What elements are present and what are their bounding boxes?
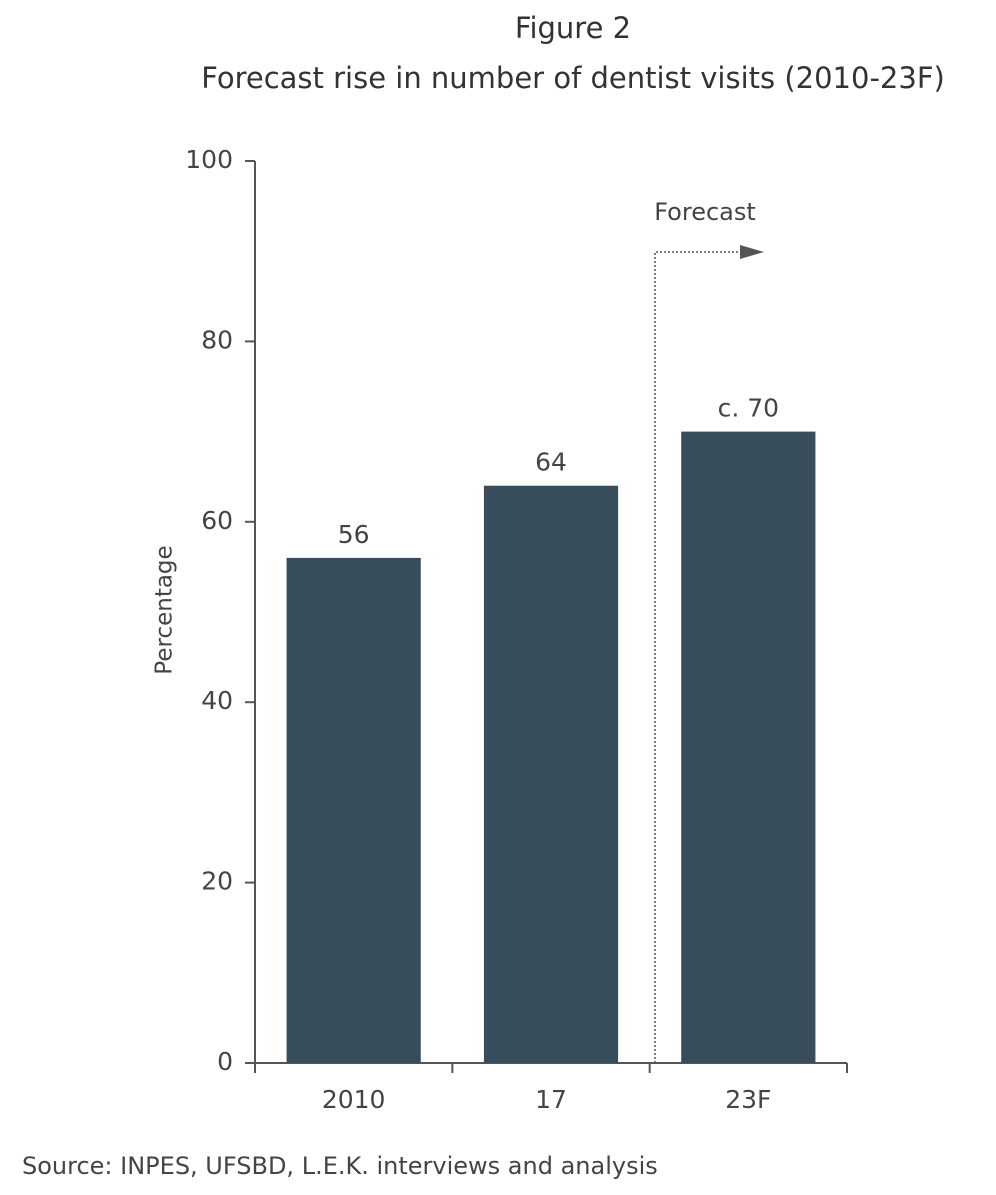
- y-tick-label: 100: [185, 145, 233, 174]
- bar: [483, 485, 619, 1064]
- value-label: 56: [338, 520, 370, 549]
- bar: [286, 557, 421, 1063]
- y-tick-label: 40: [201, 686, 233, 715]
- x-tick-label: 23F: [725, 1085, 771, 1114]
- y-tick-label: 80: [201, 325, 233, 354]
- value-label: c. 70: [718, 394, 779, 423]
- source-note: Source: INPES, UFSBD, L.E.K. interviews …: [22, 1152, 658, 1180]
- chart-title: Figure 2: [515, 11, 631, 45]
- x-tick-label: 2010: [322, 1085, 386, 1114]
- y-tick-label: 0: [217, 1047, 233, 1076]
- bar: [681, 431, 816, 1064]
- chart-subtitle: Forecast rise in number of dentist visit…: [201, 61, 945, 95]
- forecast-annotation: Forecast: [654, 198, 756, 226]
- y-tick-label: 20: [201, 867, 233, 896]
- x-tick-label: 17: [535, 1085, 567, 1114]
- forecast-arrow: [740, 245, 764, 259]
- y-tick-label: 60: [201, 506, 233, 535]
- y-axis-label: Percentage: [152, 545, 178, 674]
- value-label: 64: [535, 448, 567, 477]
